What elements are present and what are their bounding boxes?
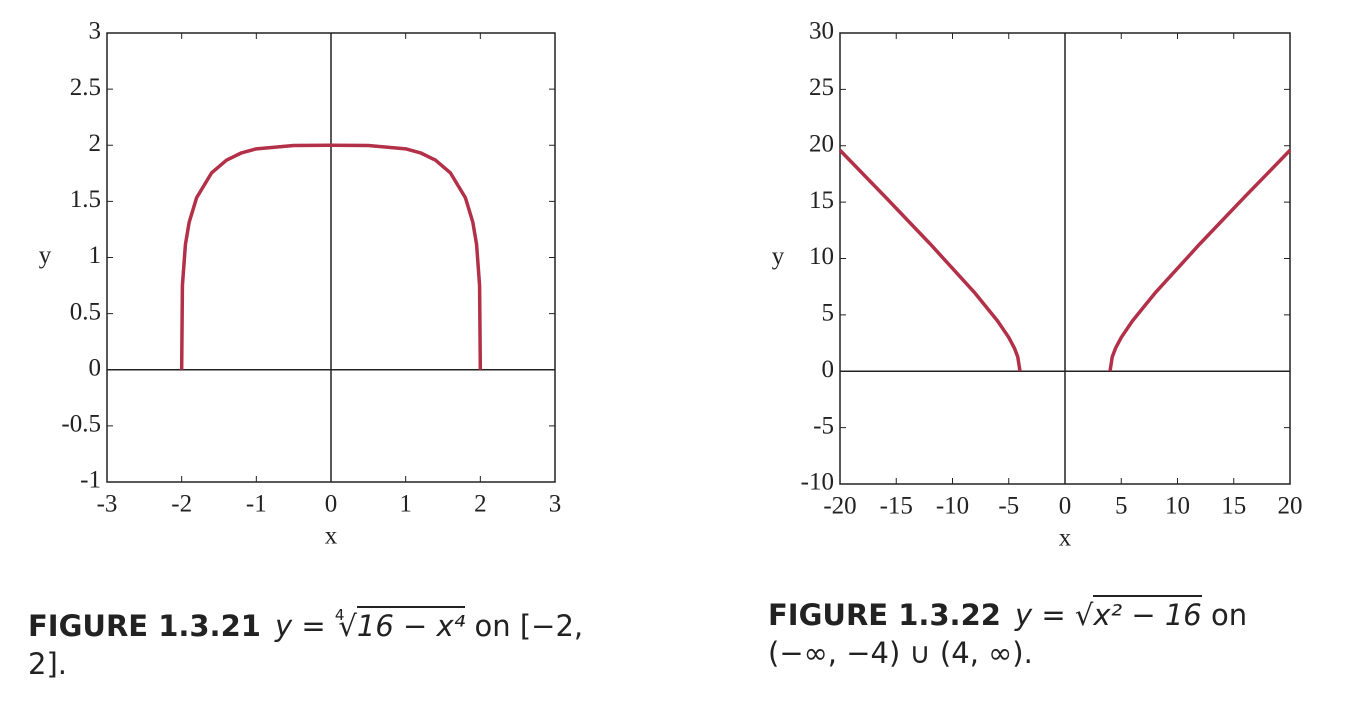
x-tick-label: 1 (399, 491, 412, 518)
radical: √ (1074, 598, 1094, 632)
caption: FIGURE 1.3.21 y = 4√16 − x⁴ on [−2, 2]. (28, 596, 588, 683)
radical: √ (338, 609, 357, 643)
x-tick-label: 5 (1115, 493, 1128, 520)
y-tick-label: 3 (89, 18, 102, 45)
formula-lhs: y = (274, 609, 326, 643)
x-tick-label: 0 (1059, 493, 1072, 520)
x-tick-label: -15 (880, 493, 913, 520)
x-tick-label: -20 (823, 493, 856, 520)
caption-text: on [−2, 2]. (28, 609, 584, 681)
radicand: 16 − x⁴ (356, 606, 466, 643)
y-tick-label: -5 (813, 412, 834, 439)
radicand: x² − 16 (1093, 595, 1202, 632)
x-tick-label: -10 (936, 493, 969, 520)
y-tick-label: 5 (822, 300, 835, 327)
x-tick-label: -3 (97, 491, 118, 518)
caption-text: on (−∞, −4) ∪ (4, ∞). (768, 598, 1248, 670)
y-tick-label: 30 (809, 18, 834, 45)
figure-label: FIGURE 1.3.22 (768, 598, 1001, 632)
x-axis-label: x (1059, 525, 1072, 552)
x-tick-label: 20 (1278, 493, 1303, 520)
y-tick-label: 1.5 (70, 186, 101, 213)
root-index: 4 (334, 606, 345, 624)
y-tick-label: -0.5 (61, 411, 101, 438)
x-tick-label: -5 (998, 493, 1019, 520)
curve (179, 143, 483, 370)
y-tick-label: 0.5 (70, 298, 101, 325)
x-tick-label: 15 (1221, 493, 1246, 520)
x-axis-label: x (325, 523, 338, 550)
y-tick-label: 10 (809, 243, 834, 270)
x-tick-label: 2 (474, 491, 487, 518)
curve (838, 149, 1292, 372)
y-tick-label: -1 (80, 467, 101, 494)
x-tick-label: 3 (549, 491, 562, 518)
y-tick-label: 15 (809, 187, 834, 214)
x-tick-label: 10 (1165, 493, 1190, 520)
y-tick-label: 0 (822, 356, 835, 383)
x-tick-label: 0 (325, 491, 338, 518)
y-tick-label: 20 (809, 130, 834, 157)
y-tick-label: 25 (809, 74, 834, 101)
y-tick-label: 2 (89, 130, 102, 157)
figure-label: FIGURE 1.3.21 (28, 609, 261, 643)
x-tick-label: -1 (246, 491, 267, 518)
formula-lhs: y = (1014, 598, 1066, 632)
y-tick-label: 2.5 (70, 74, 101, 101)
x-tick-label: -2 (171, 491, 192, 518)
caption: FIGURE 1.3.22 y = √x² − 16 on (−∞, −4) ∪ … (768, 595, 1308, 672)
y-tick-label: 1 (89, 242, 102, 269)
y-tick-label: 0 (89, 354, 102, 381)
y-tick-label: -10 (801, 469, 834, 496)
y-axis-label: y (39, 242, 52, 269)
y-axis-label: y (772, 243, 785, 270)
